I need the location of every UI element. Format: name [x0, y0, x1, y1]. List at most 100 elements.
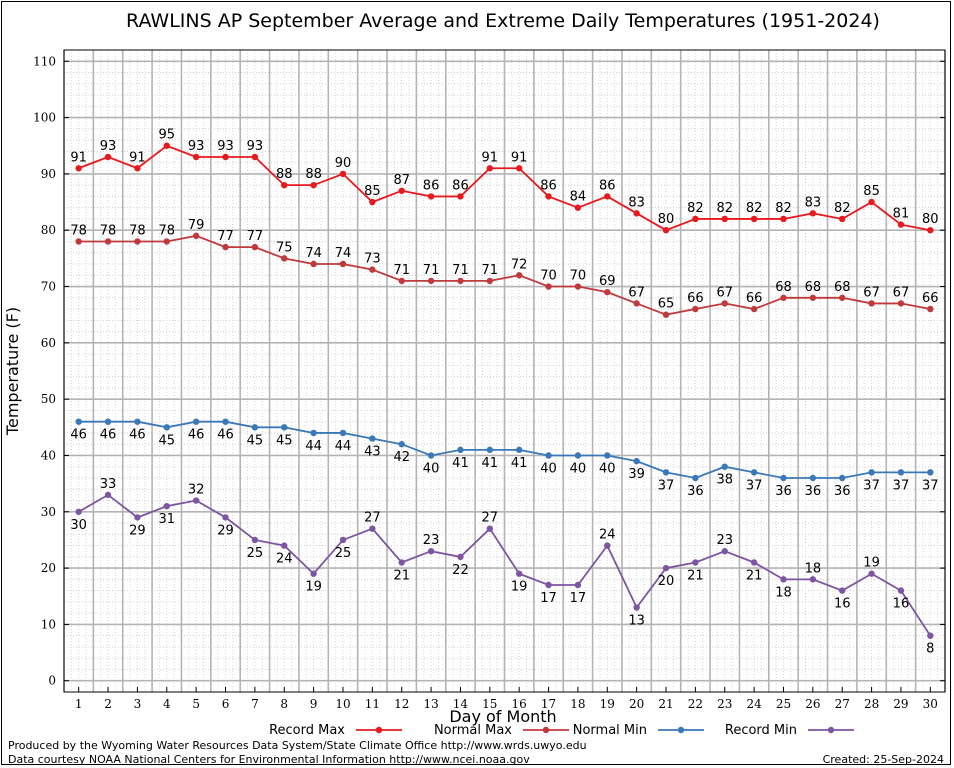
data-label: 19 [863, 556, 880, 571]
data-point [163, 142, 170, 149]
data-point [369, 525, 376, 532]
data-point [515, 570, 523, 577]
data-label: 40 [570, 461, 587, 476]
x-tick-label: 2 [104, 697, 112, 711]
data-label: 23 [423, 533, 440, 548]
data-point [574, 452, 582, 459]
data-label: 93 [217, 139, 234, 154]
data-label: 86 [599, 178, 616, 193]
data-label: 44 [305, 439, 322, 454]
x-tick-label: 7 [251, 697, 259, 711]
data-label: 93 [247, 139, 264, 154]
data-point [897, 587, 905, 594]
data-label: 66 [746, 291, 763, 306]
data-point [222, 153, 229, 161]
data-point [604, 288, 611, 296]
data-label: 91 [70, 150, 87, 165]
data-point [104, 491, 112, 499]
data-label: 72 [511, 257, 528, 272]
legend-swatch-marker [542, 726, 550, 734]
x-tick-label: 16 [512, 697, 527, 711]
data-label: 46 [188, 428, 205, 443]
data-point [780, 474, 787, 482]
data-label: 71 [393, 263, 410, 278]
data-label: 82 [687, 201, 704, 216]
y-tick-label: 60 [41, 336, 56, 350]
data-point [662, 311, 670, 318]
data-point [809, 294, 817, 301]
data-point [281, 255, 288, 262]
x-tick-label: 13 [423, 697, 438, 711]
data-label: 70 [540, 269, 557, 284]
data-point [427, 193, 435, 200]
data-label: 46 [129, 428, 146, 443]
data-point [750, 469, 758, 476]
data-point [692, 305, 699, 313]
data-point [427, 452, 435, 459]
data-label: 87 [393, 173, 410, 188]
x-axis-label: Day of Month [449, 707, 556, 726]
x-tick-label: 10 [335, 697, 350, 711]
data-point [633, 457, 640, 465]
data-label: 78 [159, 223, 176, 238]
data-point [927, 227, 934, 234]
data-point [721, 463, 728, 470]
data-label: 39 [628, 467, 645, 482]
data-label: 46 [70, 428, 87, 443]
data-point [662, 227, 670, 234]
data-label: 67 [893, 285, 910, 300]
data-point [398, 277, 405, 285]
legend-swatch-marker [375, 726, 383, 734]
data-point [515, 446, 523, 454]
y-tick-label: 30 [41, 505, 56, 519]
data-point [839, 474, 846, 482]
data-label: 19 [305, 580, 322, 595]
data-point [868, 300, 875, 307]
data-label: 37 [746, 478, 763, 493]
data-label: 41 [452, 456, 469, 471]
data-label: 40 [423, 461, 440, 476]
data-label: 82 [775, 201, 792, 216]
data-point [457, 193, 464, 200]
data-label: 86 [423, 178, 440, 193]
x-tick-label: 3 [134, 697, 142, 711]
data-point [192, 232, 200, 240]
data-point [339, 536, 347, 544]
data-label: 91 [511, 150, 528, 165]
data-label: 70 [570, 269, 587, 284]
data-label: 78 [129, 223, 146, 238]
x-tick-label: 17 [541, 697, 556, 711]
data-label: 36 [805, 484, 822, 499]
series-normal-max: 78 78 78 78 79 77 77 75 74 74 73 71 71 71 71 72 70 70 69 67… [70, 218, 939, 318]
x-tick-label: 4 [163, 697, 171, 711]
y-axis-label: Temperature (F) [3, 307, 22, 436]
data-point [927, 469, 934, 476]
data-point [839, 294, 846, 301]
data-point [398, 187, 405, 194]
data-point [604, 193, 611, 200]
data-point [486, 277, 494, 285]
data-label: 23 [716, 533, 733, 548]
data-point [633, 604, 640, 611]
data-label: 82 [746, 201, 763, 216]
data-point [574, 283, 582, 290]
data-label: 17 [570, 591, 587, 606]
data-point [310, 181, 317, 189]
legend-swatch-marker [827, 726, 835, 734]
data-point [868, 469, 875, 476]
data-point [868, 570, 875, 577]
data-label: 84 [570, 190, 587, 205]
data-point [897, 469, 905, 476]
data-label: 24 [599, 528, 616, 543]
data-point [75, 508, 82, 515]
data-point [427, 277, 435, 285]
data-label: 68 [775, 280, 792, 295]
footer-produced: Produced by the Wyoming Water Resources … [8, 739, 587, 752]
data-point [750, 559, 758, 566]
data-label: 85 [863, 184, 880, 199]
data-label: 30 [70, 518, 87, 533]
data-label: 29 [129, 523, 146, 538]
